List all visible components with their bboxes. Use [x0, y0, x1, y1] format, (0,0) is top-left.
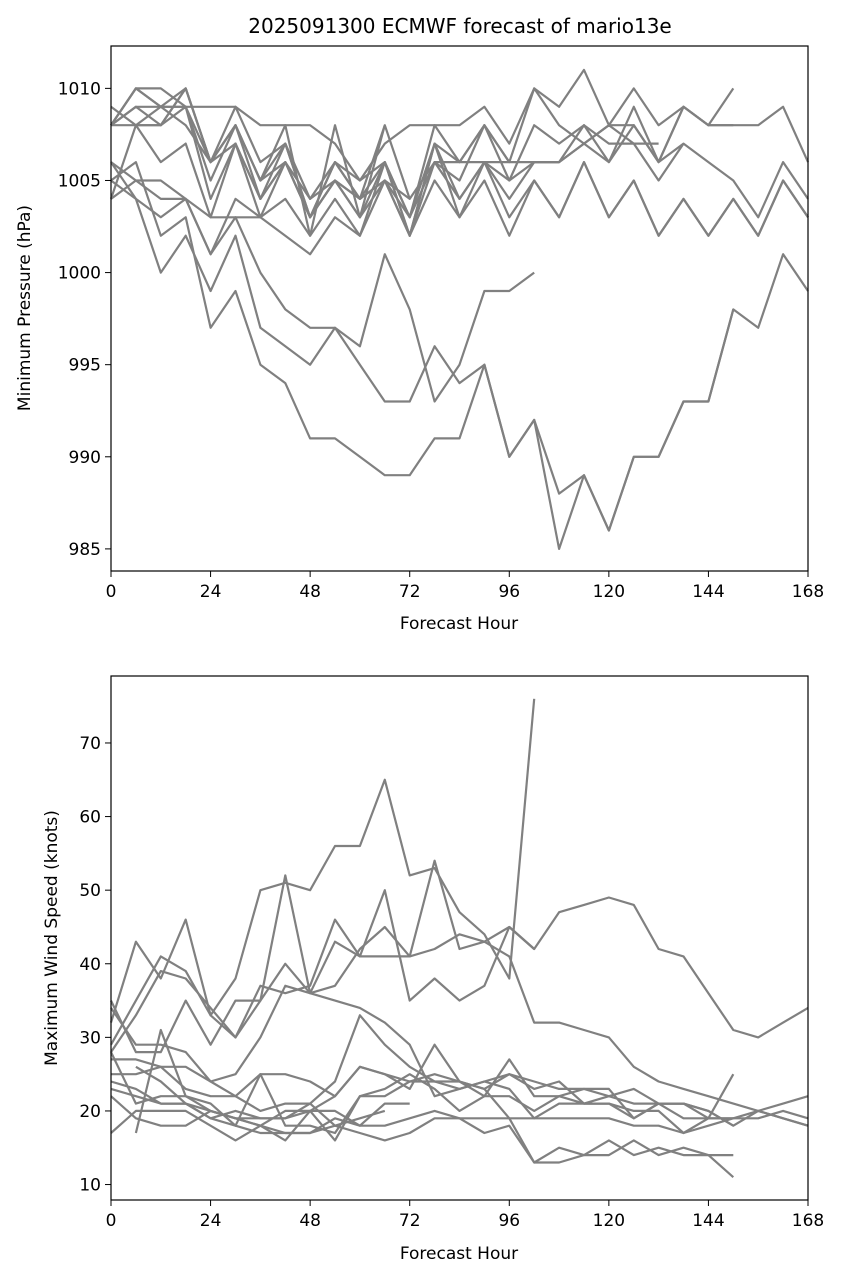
wind-axes: 0 24 48 72 96 120 144 168 10 20 30 40 50 60 70 [79, 734, 824, 1231]
x-tick-label: 48 [299, 582, 321, 602]
x-tick-label: 168 [792, 582, 824, 602]
wind-x-axis-label: Forecast Hour [400, 1244, 518, 1264]
wind-y-axis-label: Maximum Wind Speed (knots) [42, 810, 62, 1066]
x-tick-label: 144 [692, 1211, 724, 1231]
x-tick-label: 168 [792, 1211, 824, 1231]
pressure-series-member-07 [110, 161, 809, 532]
wind-series-member-03 [109, 698, 536, 1023]
wind-series-member-06 [111, 1014, 734, 1127]
chart-title: 2025091300 ECMWF forecast of mario13e [248, 14, 671, 38]
wind-series-group [109, 698, 809, 1179]
y-tick-label: 1005 [58, 171, 101, 191]
pressure-x-axis-label: Forecast Hour [400, 614, 518, 634]
wind-chart: 0 24 48 72 96 120 144 168 10 20 30 40 50 60 70 Forecas… [42, 675, 824, 1264]
x-tick-label: 120 [593, 1211, 625, 1231]
y-tick-label: 30 [79, 1028, 101, 1048]
x-tick-label: 120 [593, 582, 625, 602]
x-tick-label: 96 [498, 582, 520, 602]
pressure-series-member-13 [110, 87, 386, 219]
pressure-series-member-04 [110, 105, 809, 219]
y-tick-label: 1010 [58, 79, 101, 99]
x-tick-label: 96 [498, 1211, 520, 1231]
pressure-series-member-01 [111, 68, 734, 182]
y-tick-label: 40 [79, 955, 101, 975]
x-tick-label: 48 [299, 1211, 321, 1231]
y-tick-label: 10 [79, 1176, 101, 1196]
wind-plot-frame [110, 675, 809, 1201]
x-tick-label: 72 [399, 582, 421, 602]
pressure-chart: 2025091300 ECMWF forecast of mario13e 0 2… [15, 14, 824, 634]
y-tick-label: 990 [69, 448, 101, 468]
x-tick-label: 24 [200, 582, 222, 602]
y-tick-label: 20 [79, 1102, 101, 1122]
pressure-series-group [109, 68, 810, 551]
wind-series-member-01 [110, 874, 535, 1054]
y-tick-label: 60 [79, 808, 101, 828]
x-tick-label: 0 [106, 582, 117, 602]
x-tick-label: 0 [106, 1211, 117, 1231]
pressure-series-member-14 [110, 105, 685, 237]
x-tick-label: 72 [399, 1211, 421, 1231]
wind-series-member-02 [110, 859, 809, 1127]
pressure-series-member-08 [110, 179, 535, 403]
wind-series-member-12 [110, 1080, 809, 1142]
wind-series-member-14 [110, 1095, 734, 1164]
y-tick-label: 70 [79, 734, 101, 754]
y-tick-label: 1000 [58, 264, 101, 284]
x-tick-label: 24 [200, 1211, 222, 1231]
y-tick-label: 995 [69, 356, 101, 376]
x-tick-label: 144 [692, 582, 724, 602]
wind-series-member-05 [110, 896, 809, 1053]
y-tick-label: 985 [69, 540, 101, 560]
y-tick-label: 50 [79, 881, 101, 901]
pressure-axes: 0 24 48 72 96 120 144 168 985 990 995 1000 1005 1010 [58, 79, 824, 602]
pressure-y-axis-label: Minimum Pressure (hPa) [15, 205, 35, 411]
wind-series-member-07 [111, 1058, 735, 1120]
pressure-plot-frame [110, 45, 809, 572]
